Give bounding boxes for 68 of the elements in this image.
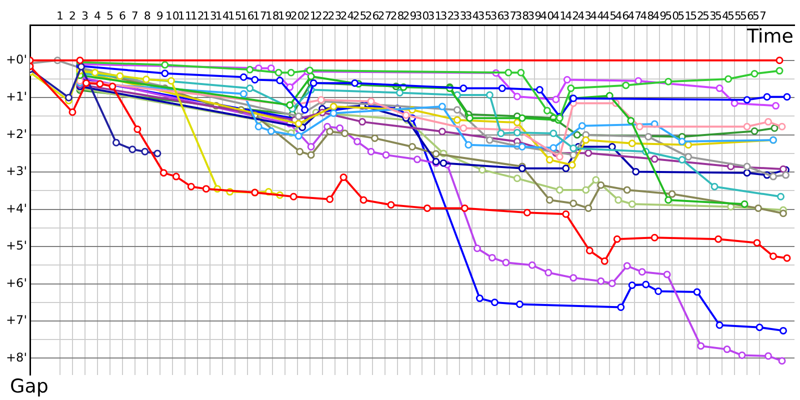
x-tick-label: 52 xyxy=(690,9,704,22)
y-tick-label: +4' xyxy=(6,201,27,216)
x-tick-label: 47 xyxy=(628,9,642,22)
x-tick-label: 23 xyxy=(328,9,342,22)
x-tick-label: 13 xyxy=(202,9,217,22)
x-tick-label: 27 xyxy=(378,9,392,22)
x-tick-label: 2 xyxy=(68,9,76,22)
x-tick-label: 37 xyxy=(502,9,517,22)
x-tick-label: 34 xyxy=(465,9,480,22)
x-tick-label: 43 xyxy=(578,9,592,22)
x-axis-title: Time xyxy=(746,25,794,48)
x-tick-label: 57 xyxy=(752,9,767,22)
y-tick-label: +0' xyxy=(6,52,27,66)
x-tick-label: 56 xyxy=(740,9,754,22)
x-tick-label: 44 xyxy=(590,9,604,22)
x-tick-label: 11 xyxy=(178,9,192,22)
y-tick-label: +2' xyxy=(6,126,27,141)
x-tick-label: 49 xyxy=(652,9,667,22)
x-tick-label: 10 xyxy=(165,9,180,22)
x-tick-label: 30 xyxy=(415,9,430,22)
x-tick-label: 12 xyxy=(190,9,204,22)
x-tick-label: 32 xyxy=(440,9,454,22)
y-tick-label: +3' xyxy=(6,164,27,178)
x-tick-label: 38 xyxy=(515,9,530,22)
x-tick-label: 14 xyxy=(215,9,230,22)
x-tick-label: 26 xyxy=(365,9,380,22)
x-tick-label: 22 xyxy=(315,9,330,22)
x-tick-label: 45 xyxy=(602,9,617,22)
x-tick-label: 54 xyxy=(715,9,730,22)
x-tick-label: 29 xyxy=(402,9,417,22)
x-tick-label: 1 xyxy=(56,9,64,22)
x-tick-label: 40 xyxy=(540,9,554,22)
x-tick-label: 36 xyxy=(490,9,504,22)
x-tick-label: 9 xyxy=(156,9,164,22)
x-tick-label: 46 xyxy=(615,9,630,22)
x-tick-label: 6 xyxy=(118,9,126,22)
x-tick-label: 20 xyxy=(290,9,304,22)
x-tick-label: 17 xyxy=(252,9,267,22)
x-tick-label: 16 xyxy=(240,9,254,22)
x-tick-label: 19 xyxy=(278,9,292,22)
y-tick-label: +1' xyxy=(6,90,27,104)
y-tick-label: +5' xyxy=(6,238,27,253)
x-tick-label: 5 xyxy=(106,9,114,22)
y-tick-label: +6' xyxy=(6,276,27,290)
x-tick-label: 42 xyxy=(565,9,580,22)
x-tick-label: 28 xyxy=(390,9,404,22)
x-tick-label: 21 xyxy=(302,9,317,22)
x-tick-label: 18 xyxy=(265,9,280,22)
y-tick-label: +7' xyxy=(6,313,27,328)
x-tick-label: 51 xyxy=(678,9,692,22)
x-tick-label: 4 xyxy=(94,9,101,22)
x-tick-label: 48 xyxy=(640,9,654,22)
x-tick-label: 7 xyxy=(131,9,138,22)
x-tick-label: 35 xyxy=(478,9,492,22)
x-tick-label: 3 xyxy=(81,9,88,22)
y-tick-label: +8' xyxy=(6,350,27,364)
x-tick-label: 25 xyxy=(352,9,367,22)
x-tick-label: 50 xyxy=(665,9,680,22)
x-tick-label: 24 xyxy=(340,9,354,22)
x-tick-label: 55 xyxy=(728,9,742,22)
x-tick-label: 8 xyxy=(144,9,151,22)
x-tick-label: 31 xyxy=(428,9,442,22)
x-tick-label: 15 xyxy=(228,9,242,22)
x-tick-label: 53 xyxy=(702,9,717,22)
x-tick-label: 39 xyxy=(528,9,542,22)
x-tick-label: 33 xyxy=(452,9,467,22)
x-tick-label: 41 xyxy=(552,9,567,22)
y-axis-title: Gap xyxy=(10,375,48,398)
